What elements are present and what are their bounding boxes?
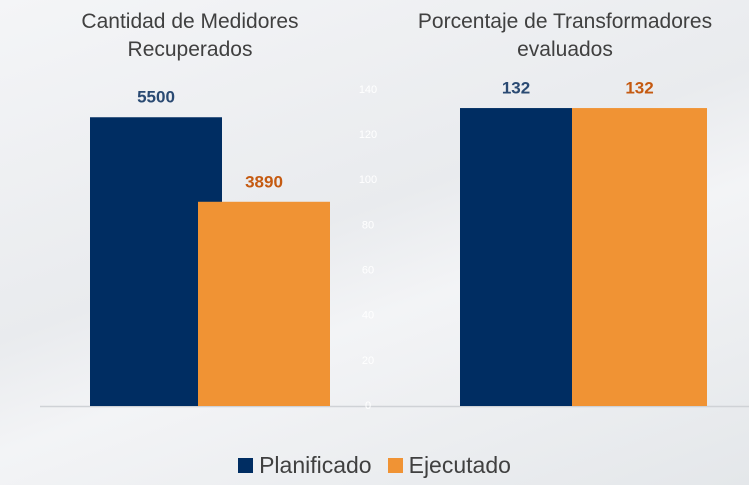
y-tick-label: 60: [362, 264, 374, 276]
y-tick-label: 100: [359, 174, 377, 186]
legend-item: Ejecutado: [387, 452, 511, 479]
legend-swatch: [387, 458, 403, 473]
y-tick-label: 120: [359, 129, 377, 141]
legend-label: Planificado: [259, 452, 372, 478]
bar: [460, 108, 572, 407]
chart-title: Porcentaje de Transformadores evaluados: [417, 10, 713, 61]
data-label: 3890: [245, 172, 283, 191]
y-tick-label: 20: [362, 355, 374, 367]
legend-item: Planificado: [238, 452, 372, 479]
legend: Planificado Ejecutado: [0, 452, 749, 479]
data-label: 132: [625, 79, 653, 98]
y-tick-label: 80: [362, 219, 374, 231]
y-tick-label: 0: [365, 400, 371, 412]
y-tick-label: 140: [359, 84, 377, 96]
legend-label: Ejecutado: [408, 452, 511, 478]
legend-swatch: [238, 458, 254, 473]
data-label: 5500: [137, 88, 175, 107]
chart-title: Cantidad de Medidores Recuperados: [81, 10, 299, 61]
bar: [572, 108, 707, 407]
y-tick-label: 40: [362, 310, 374, 322]
bar: [198, 201, 330, 406]
data-label: 132: [502, 79, 530, 98]
